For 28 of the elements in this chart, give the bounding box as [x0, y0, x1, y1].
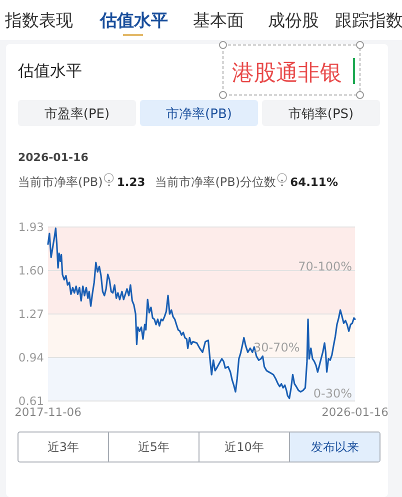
- text: 成份股: [268, 11, 319, 31]
- text: 市盈率(PE): [44, 106, 110, 122]
- y-tick-label: 1.60: [18, 264, 44, 278]
- chart-subtitle: 港股通非银: [232, 61, 342, 86]
- y-tick-label: 0.94: [18, 350, 44, 364]
- text: 近3年: [47, 440, 80, 454]
- text: 发布以来: [310, 440, 359, 454]
- text: 指数表现: [4, 11, 73, 31]
- text: 64.11%: [290, 175, 338, 189]
- text: 市销率(PS): [288, 106, 354, 122]
- x-tick-label: 2017-11-06: [14, 405, 82, 419]
- text: 近10年: [224, 440, 264, 454]
- line-series: [47, 228, 356, 400]
- text: 基本面: [193, 11, 244, 31]
- band-label: 30-70%: [253, 340, 300, 354]
- text: 1.23: [116, 175, 146, 189]
- text: 市净率(PB): [166, 106, 232, 122]
- band-label: 70-100%: [298, 260, 352, 274]
- text: 当前市净率(PB)：: [18, 175, 115, 189]
- band-label: 0-30%: [313, 386, 352, 401]
- chart-title: 估值水平: [17, 61, 82, 80]
- text: 2026-01-16: [18, 151, 89, 164]
- y-tick-label: 1.93: [18, 220, 44, 234]
- text: 估值水平: [99, 11, 168, 31]
- text: 近5年: [138, 440, 170, 454]
- text: 当前市净率(PB)分位数：: [155, 175, 288, 189]
- y-tick-label: 0.61: [18, 394, 44, 408]
- y-tick-label: 1.27: [18, 307, 44, 321]
